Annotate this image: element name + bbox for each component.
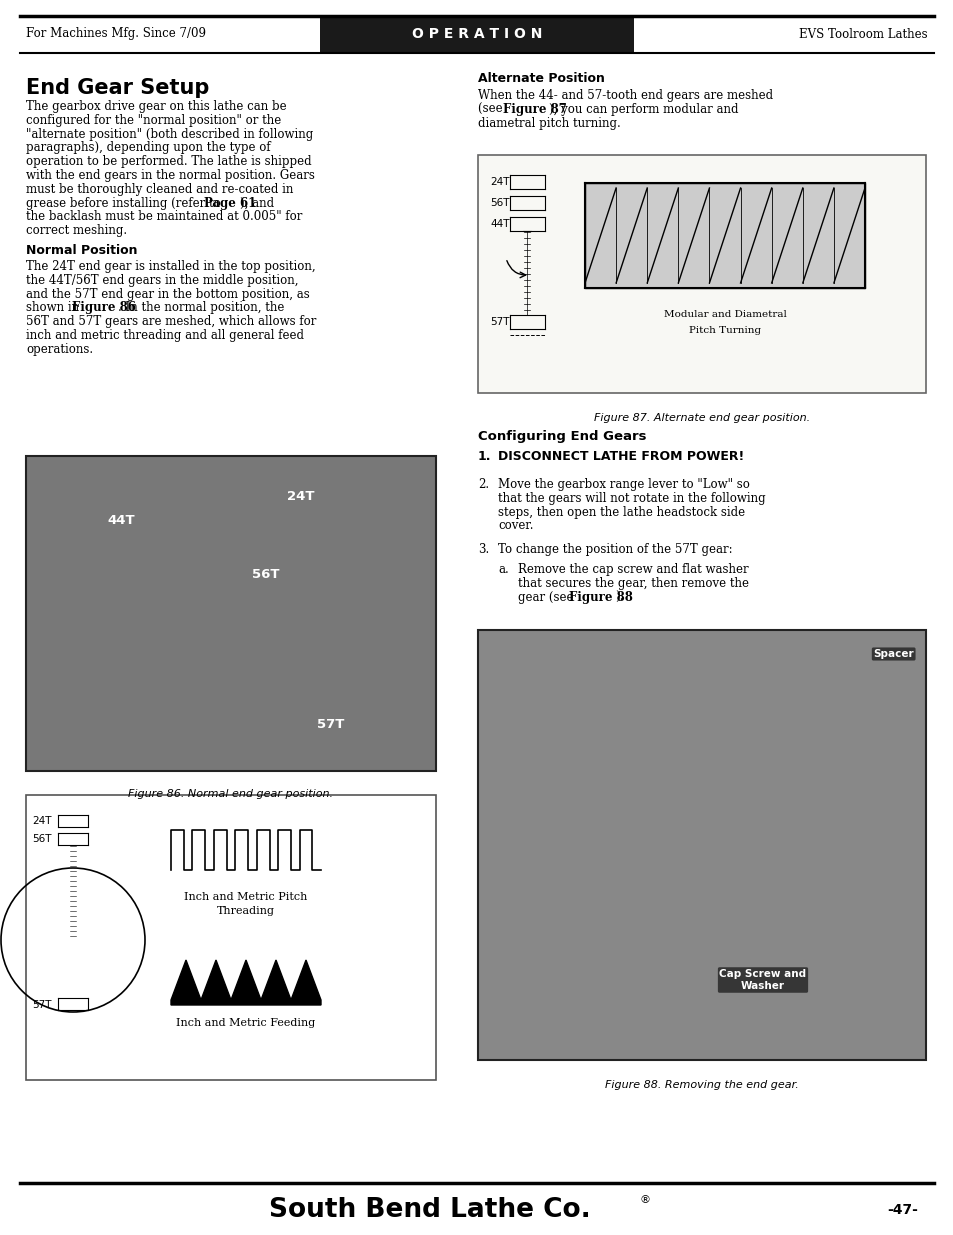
Text: Figure 87: Figure 87 xyxy=(503,103,567,116)
Bar xyxy=(319,16,634,53)
Bar xyxy=(26,456,436,771)
Text: shown in: shown in xyxy=(26,301,83,315)
Text: ), you can perform modular and: ), you can perform modular and xyxy=(549,103,739,116)
Text: Spacer: Spacer xyxy=(872,650,913,659)
Text: Normal Position: Normal Position xyxy=(26,245,137,257)
Text: "alternate position" (both described in following: "alternate position" (both described in … xyxy=(26,127,313,141)
Text: operation to be performed. The lathe is shipped: operation to be performed. The lathe is … xyxy=(26,156,312,168)
Text: 24T: 24T xyxy=(32,816,51,826)
Bar xyxy=(477,156,925,393)
Text: a.: a. xyxy=(497,563,508,577)
Text: 56T: 56T xyxy=(32,834,51,844)
Text: For Machines Mfg. Since 7/09: For Machines Mfg. Since 7/09 xyxy=(26,27,206,41)
Text: The gearbox drive gear on this lathe can be: The gearbox drive gear on this lathe can… xyxy=(26,100,286,112)
Text: Alternate Position: Alternate Position xyxy=(477,72,604,85)
Text: Move the gearbox range lever to "Low" so: Move the gearbox range lever to "Low" so xyxy=(497,478,749,492)
Text: Configuring End Gears: Configuring End Gears xyxy=(477,430,646,443)
Text: that the gears will not rotate in the following: that the gears will not rotate in the fo… xyxy=(497,492,765,505)
Text: the 44T/56T end gears in the middle position,: the 44T/56T end gears in the middle posi… xyxy=(26,274,298,287)
Text: steps, then open the lathe headstock side: steps, then open the lathe headstock sid… xyxy=(497,505,744,519)
Text: ), and: ), and xyxy=(240,196,274,210)
Text: cover.: cover. xyxy=(497,520,533,532)
Text: (see: (see xyxy=(477,103,506,116)
Text: operations.: operations. xyxy=(26,343,93,356)
Text: The 24T end gear is installed in the top position,: The 24T end gear is installed in the top… xyxy=(26,261,315,273)
Text: 56T: 56T xyxy=(490,198,509,207)
Text: ).: ). xyxy=(615,590,622,604)
Text: 24T: 24T xyxy=(287,489,314,503)
Text: 3.: 3. xyxy=(477,543,489,556)
Text: DISCONNECT LATHE FROM POWER!: DISCONNECT LATHE FROM POWER! xyxy=(497,450,743,463)
Text: Figure 86. Normal end gear position.: Figure 86. Normal end gear position. xyxy=(129,789,334,799)
Text: When the 44- and 57-tooth end gears are meshed: When the 44- and 57-tooth end gears are … xyxy=(477,89,772,103)
Text: diametral pitch turning.: diametral pitch turning. xyxy=(477,116,620,130)
Text: 57T: 57T xyxy=(490,317,509,327)
Text: 44T: 44T xyxy=(490,219,509,228)
Text: that secures the gear, then remove the: that secures the gear, then remove the xyxy=(517,577,748,590)
Text: To change the position of the 57T gear:: To change the position of the 57T gear: xyxy=(497,543,732,556)
Polygon shape xyxy=(171,960,320,1005)
Text: 57T: 57T xyxy=(317,718,344,730)
Text: Figure 88. Removing the end gear.: Figure 88. Removing the end gear. xyxy=(604,1079,798,1091)
Text: Figure 87. Alternate end gear position.: Figure 87. Alternate end gear position. xyxy=(594,412,809,424)
Text: Inch and Metric Pitch: Inch and Metric Pitch xyxy=(184,892,308,902)
Text: Modular and Diametral: Modular and Diametral xyxy=(663,310,785,319)
Text: Figure 86: Figure 86 xyxy=(71,301,135,315)
Text: and the 57T end gear in the bottom position, as: and the 57T end gear in the bottom posit… xyxy=(26,288,310,300)
Text: 57T: 57T xyxy=(32,1000,51,1010)
Text: grease before installing (refer to: grease before installing (refer to xyxy=(26,196,224,210)
Text: End Gear Setup: End Gear Setup xyxy=(26,78,209,98)
Text: Threading: Threading xyxy=(216,906,274,916)
Text: the backlash must be maintained at 0.005" for: the backlash must be maintained at 0.005… xyxy=(26,210,302,224)
Text: inch and metric threading and all general feed: inch and metric threading and all genera… xyxy=(26,329,304,342)
Text: -47-: -47- xyxy=(886,1203,917,1216)
Text: 2.: 2. xyxy=(477,478,489,492)
Text: Remove the cap screw and flat washer: Remove the cap screw and flat washer xyxy=(517,563,748,577)
Text: Pitch Turning: Pitch Turning xyxy=(688,326,760,335)
Text: 1.: 1. xyxy=(477,450,491,463)
Text: 56T and 57T gears are meshed, which allows for: 56T and 57T gears are meshed, which allo… xyxy=(26,315,316,329)
Text: EVS Toolroom Lathes: EVS Toolroom Lathes xyxy=(799,27,927,41)
Text: ®: ® xyxy=(639,1195,650,1205)
Text: configured for the "normal position" or the: configured for the "normal position" or … xyxy=(26,114,281,127)
Text: 44T: 44T xyxy=(107,515,134,527)
Text: correct meshing.: correct meshing. xyxy=(26,225,127,237)
Text: Inch and Metric Feeding: Inch and Metric Feeding xyxy=(176,1018,315,1028)
Text: South Bend Lathe Co.: South Bend Lathe Co. xyxy=(269,1197,590,1223)
Bar xyxy=(584,183,864,288)
Text: O P E R A T I O N: O P E R A T I O N xyxy=(412,27,541,41)
Bar xyxy=(477,630,925,1060)
Text: . In the normal position, the: . In the normal position, the xyxy=(117,301,284,315)
Bar xyxy=(26,795,436,1079)
Text: paragraphs), depending upon the type of: paragraphs), depending upon the type of xyxy=(26,141,271,154)
Text: Cap Screw and
Washer: Cap Screw and Washer xyxy=(719,968,805,992)
Text: 24T: 24T xyxy=(490,177,509,186)
Text: Figure 88: Figure 88 xyxy=(568,590,632,604)
Text: Page 61: Page 61 xyxy=(204,196,256,210)
Text: gear (see: gear (see xyxy=(517,590,577,604)
Text: 56T: 56T xyxy=(252,568,279,580)
Text: must be thoroughly cleaned and re-coated in: must be thoroughly cleaned and re-coated… xyxy=(26,183,294,196)
Text: with the end gears in the normal position. Gears: with the end gears in the normal positio… xyxy=(26,169,314,182)
